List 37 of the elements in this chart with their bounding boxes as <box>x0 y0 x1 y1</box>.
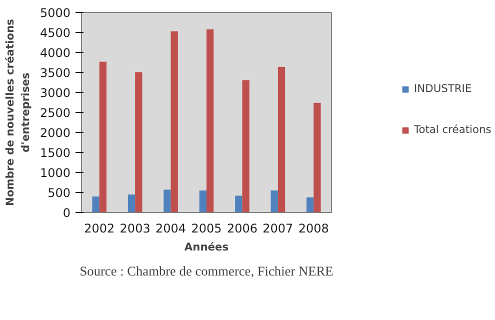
bar <box>135 72 142 212</box>
bar <box>128 194 136 212</box>
x-tick-label: 2006 <box>226 222 258 236</box>
y-axis-title: Nombre de nouvelles créations d'entreprises <box>3 19 32 206</box>
y-tick-label: 4500 <box>40 26 71 40</box>
bar <box>199 190 206 212</box>
x-tick-label: 2007 <box>262 222 294 236</box>
bar <box>278 66 286 212</box>
y-tick-label: 2000 <box>40 126 71 140</box>
x-tick-label: 2002 <box>84 222 115 236</box>
y-tick-label: 1000 <box>40 166 71 180</box>
bar <box>206 29 214 212</box>
x-tick-label: 2004 <box>156 222 186 236</box>
y-tick-label: 1500 <box>40 146 71 160</box>
bar <box>92 196 100 212</box>
y-tick-label: 4000 <box>40 46 71 60</box>
bar <box>170 31 178 212</box>
bar <box>314 102 321 212</box>
y-tick-label: 0 <box>62 206 71 220</box>
x-tick-label: 2003 <box>120 222 150 236</box>
bar <box>99 62 106 212</box>
x-tick-label: 2005 <box>191 222 222 236</box>
y-tick-label: 2500 <box>40 106 71 120</box>
bar <box>235 196 242 212</box>
x-tick-label: 2008 <box>298 222 329 236</box>
bar <box>270 190 278 212</box>
y-tick-label: 3500 <box>40 66 71 80</box>
bar <box>164 190 171 212</box>
bar <box>242 80 250 212</box>
legend-label: INDUSTRIE <box>414 82 473 95</box>
x-axis-title: Années <box>184 240 229 254</box>
legend-label: Total créations <box>414 123 492 136</box>
bar <box>306 197 314 212</box>
y-tick-label: 5000 <box>40 6 71 20</box>
y-tick-label: 500 <box>48 186 70 200</box>
source-note: Source : Chambre de commerce, Fichier NERE <box>80 264 334 278</box>
y-tick-label: 3000 <box>40 86 71 100</box>
